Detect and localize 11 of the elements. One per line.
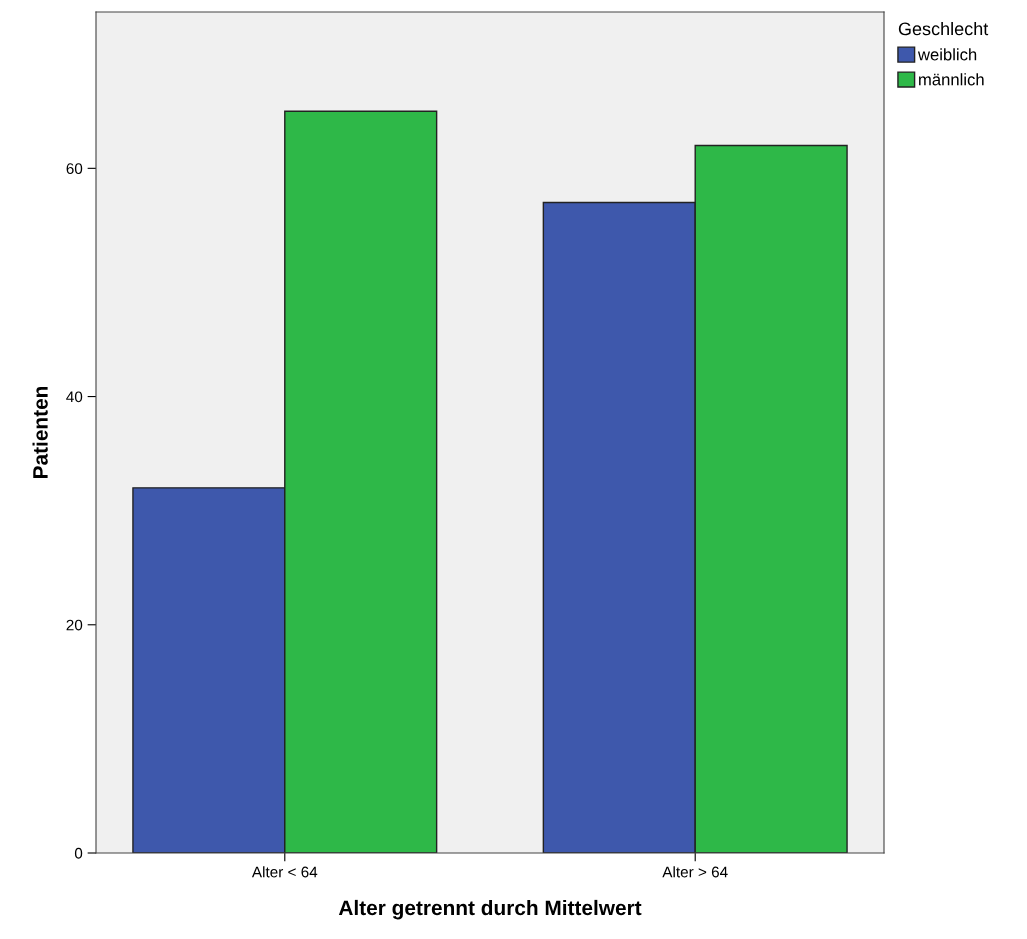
legend-label: männlich xyxy=(919,73,984,86)
legend-title: Geschlecht xyxy=(898,22,989,36)
y-axis-title: Patienten xyxy=(32,386,48,478)
x-tick-label: Alter < 64 xyxy=(251,866,318,878)
y-tick-label: 0 xyxy=(74,847,83,859)
y-tick-label: 60 xyxy=(66,163,83,175)
legend-label: weiblich xyxy=(917,48,977,61)
y-tick-label: 20 xyxy=(66,619,83,631)
y-tick-label: 40 xyxy=(66,391,83,403)
x-axis-title: Alter getrennt durch Mittelwert xyxy=(338,899,642,920)
x-tick-label: Alter > 64 xyxy=(662,866,728,878)
